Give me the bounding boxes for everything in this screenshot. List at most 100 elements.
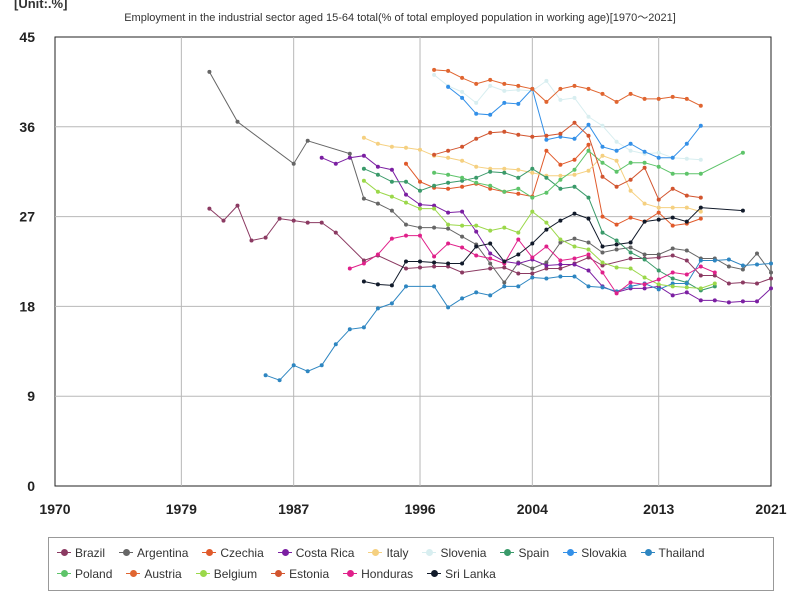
series-spain [361,166,717,293]
data-point [460,234,465,239]
x-axis-ticks: 1970 1979 1987 1996 2004 2013 2021 [39,501,786,517]
data-point [600,144,605,149]
data-point [404,284,408,289]
data-point [698,298,703,303]
data-point [305,220,310,225]
legend: Brazil Argentina Czechia Costa Rica Italy Slo… [48,537,774,591]
data-point [769,270,773,275]
data-point [684,248,689,253]
data-point [474,180,479,185]
data-point [642,282,647,287]
data-point [670,155,675,160]
data-point [614,148,619,153]
series-line-estonia [433,122,701,201]
data-point [698,103,703,108]
data-point [684,285,689,290]
data-point [670,270,675,275]
data-point [698,286,703,291]
data-point [769,261,773,266]
data-point [755,251,759,256]
data-point [740,208,745,213]
data-point [628,280,633,285]
data-point [474,136,479,141]
data-point [474,175,479,180]
data-point [670,281,675,286]
data-point [628,148,633,153]
data-point [712,273,717,278]
data-point [698,157,703,162]
data-point [446,180,451,185]
y-tick-label: 36 [19,119,35,135]
legend-item-costa-rica: Costa Rica [277,542,354,563]
data-point [656,96,661,101]
x-tick-label: 1987 [278,501,309,517]
data-point [558,162,563,167]
data-point [361,325,366,330]
data-point [558,177,563,182]
data-point [418,188,422,193]
data-point [726,264,731,269]
data-point [740,299,745,304]
data-point [432,260,437,265]
data-point [614,291,619,296]
data-point [656,155,661,160]
series-poland [432,148,745,200]
data-point [544,148,549,153]
data-point [333,342,338,347]
data-point [375,164,380,169]
data-point [375,201,380,206]
data-point [418,265,422,270]
data-point [404,233,408,238]
y-tick-label: 9 [27,388,35,404]
series-line-slovenia [433,74,701,161]
data-point [572,167,577,172]
data-point [600,153,605,158]
series-austria [432,67,703,108]
data-point [502,259,507,264]
data-point [656,164,661,169]
series-line-belgium [363,180,715,289]
data-point [530,275,535,280]
x-tick-label: 2004 [517,501,548,517]
data-point [460,184,465,189]
data-point [656,150,661,155]
legend-label: Czechia [220,545,264,560]
data-point [460,223,465,228]
data-point [530,266,535,271]
data-point [614,184,619,189]
data-point [600,250,605,255]
data-point [572,244,577,249]
data-point [502,225,507,230]
legend-item-brazil: Brazil [57,542,105,563]
legend-swatch [422,548,437,558]
data-point [726,257,731,262]
data-point [347,327,352,332]
data-point [446,222,451,227]
data-point [586,240,591,245]
data-point [698,273,703,278]
data-point [361,166,366,171]
legend-swatch [640,548,655,558]
data-point [684,219,689,224]
data-point [656,255,661,260]
data-point [600,174,605,179]
data-point [628,250,633,255]
data-point [249,238,254,243]
data-point [488,166,493,171]
data-point [600,285,605,290]
data-point [446,172,451,177]
data-point [291,161,296,166]
data-point [488,130,493,135]
data-point [502,129,507,134]
data-point [474,111,479,116]
data-point [516,237,521,242]
data-point [460,158,465,163]
data-point [263,373,268,378]
data-point [446,210,451,215]
data-point [558,266,563,271]
legend-item-belgium: Belgium [195,563,257,584]
data-point [319,155,324,160]
data-point [235,203,240,208]
legend-item-estonia: Estonia [271,563,329,584]
data-point [516,132,521,137]
